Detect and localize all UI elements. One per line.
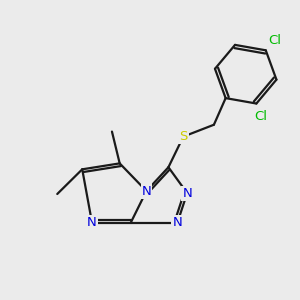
Text: Cl: Cl [268, 34, 281, 46]
Text: N: N [182, 187, 192, 200]
Text: S: S [179, 130, 188, 143]
Text: N: N [87, 216, 97, 229]
Text: N: N [142, 184, 151, 197]
Text: N: N [172, 216, 182, 229]
Text: Cl: Cl [254, 110, 268, 123]
